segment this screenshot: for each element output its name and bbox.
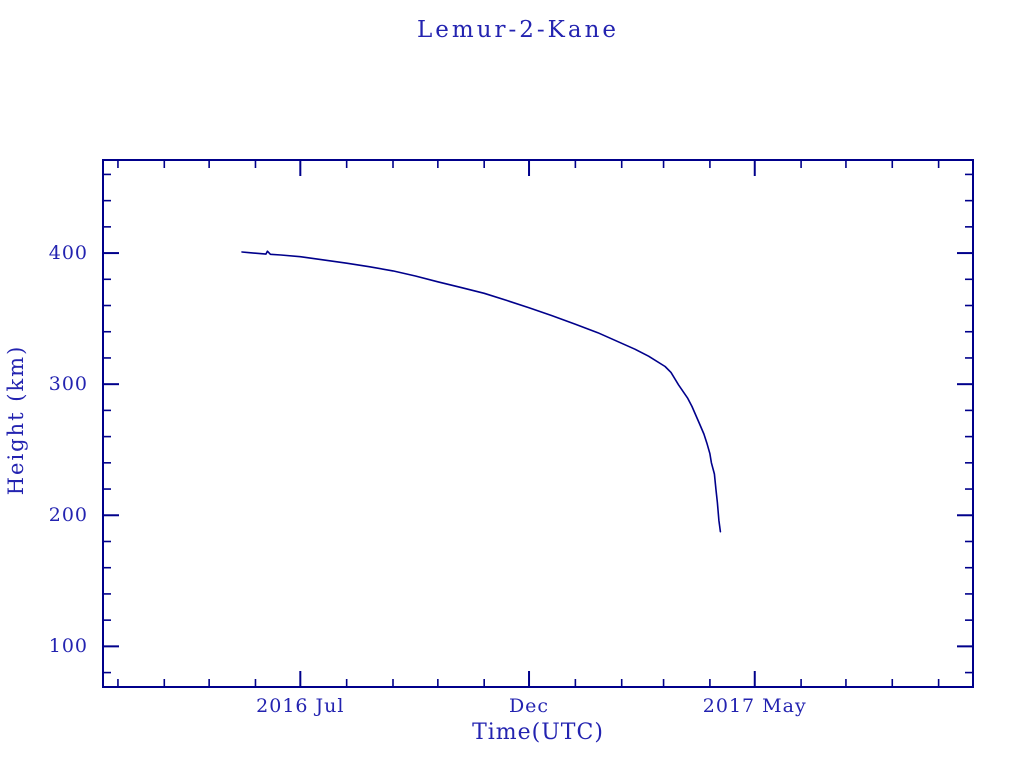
y-tick-label: 300 [48,373,88,396]
y-tick-label: 400 [48,242,88,265]
y-tick-label: 200 [48,504,88,527]
x-tick-label: 2017 May [702,695,807,717]
chart-title: Lemur-2-Kane [417,17,619,43]
x-tick-label: Dec [508,695,550,717]
x-tick-label: 2016 Jul [256,695,345,717]
x-axis-label: Time(UTC) [472,720,604,745]
y-tick-label: 100 [48,635,88,658]
plot-frame [102,159,974,688]
height-decay-curve [241,250,722,533]
